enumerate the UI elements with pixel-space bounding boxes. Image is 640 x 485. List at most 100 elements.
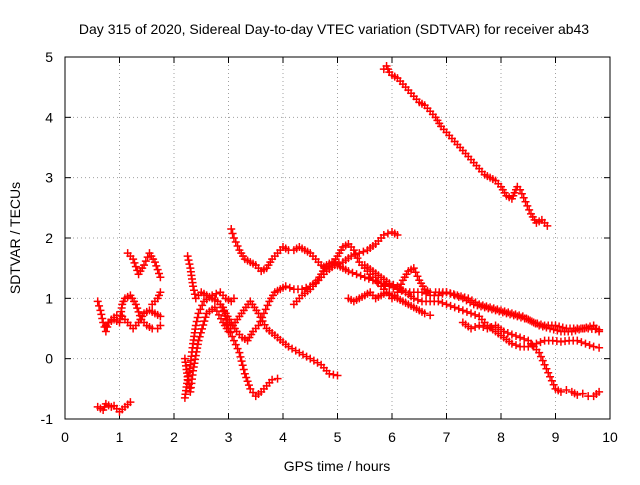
data-point <box>540 360 549 369</box>
data-point <box>595 343 604 352</box>
x-tick-label: 8 <box>497 429 505 445</box>
data-point <box>464 294 473 303</box>
data-point <box>333 371 342 380</box>
data-point <box>516 333 525 342</box>
data-point <box>98 314 107 323</box>
data-point <box>291 346 300 355</box>
data-point <box>302 352 311 361</box>
data-point <box>281 282 290 291</box>
data-point <box>553 326 562 335</box>
data-point <box>131 300 140 309</box>
data-point <box>507 309 516 318</box>
data-point <box>373 277 382 286</box>
data-point <box>212 289 221 298</box>
data-point <box>192 317 201 326</box>
x-axis-label: GPS time / hours <box>284 458 391 474</box>
x-tick-label: 3 <box>225 429 233 445</box>
data-point <box>544 368 553 377</box>
data-point <box>329 370 338 379</box>
data-point <box>199 321 208 330</box>
data-point <box>150 258 159 267</box>
data-point <box>520 335 529 344</box>
data-point <box>551 321 560 330</box>
data-point <box>420 309 429 318</box>
data-point <box>595 325 604 334</box>
data-point <box>302 283 311 292</box>
data-point <box>538 356 547 365</box>
data-point <box>585 341 594 350</box>
data-point <box>236 352 245 361</box>
data-point <box>133 304 142 313</box>
data-point <box>450 303 459 312</box>
data-point <box>112 311 121 320</box>
data-point <box>263 301 272 310</box>
x-tick-label: 10 <box>602 429 618 445</box>
data-point <box>344 267 353 276</box>
data-point <box>231 340 240 349</box>
data-point <box>549 325 558 334</box>
data-point <box>96 306 105 315</box>
data-point <box>397 280 406 289</box>
data-point <box>511 341 520 350</box>
data-point <box>140 261 149 270</box>
data-point <box>383 229 392 238</box>
data-point <box>467 296 476 305</box>
data-point <box>549 380 558 389</box>
data-point <box>589 342 598 351</box>
series-arc-3 <box>123 249 165 282</box>
data-point <box>242 373 251 382</box>
y-tick-label: 0 <box>45 351 53 367</box>
data-point <box>471 322 480 331</box>
data-point <box>582 323 591 332</box>
data-point <box>493 305 502 314</box>
data-point <box>141 257 150 266</box>
data-point <box>191 321 200 330</box>
data-point <box>525 205 534 214</box>
data-point <box>298 350 307 359</box>
data-point <box>562 386 571 395</box>
series-arc-12 <box>344 264 604 334</box>
data-point <box>356 271 365 280</box>
data-point <box>434 297 443 306</box>
data-point <box>189 286 198 295</box>
y-tick-label: 5 <box>45 49 53 65</box>
data-point <box>126 398 135 407</box>
data-point <box>442 300 451 309</box>
data-point <box>368 276 377 285</box>
data-point <box>497 306 505 315</box>
y-tick-label: 1 <box>45 290 53 306</box>
data-point <box>129 255 138 264</box>
data-point <box>556 387 565 396</box>
data-point <box>516 185 525 194</box>
data-point <box>348 268 357 277</box>
series-arc-9 <box>227 224 435 320</box>
data-point <box>426 311 435 320</box>
data-point <box>535 348 544 357</box>
data-point <box>471 310 480 319</box>
series-arc-8 <box>183 252 282 401</box>
series-arc-15 <box>379 62 552 230</box>
data-point <box>467 309 476 318</box>
data-point <box>93 297 102 306</box>
data-point <box>228 229 237 238</box>
data-point <box>238 361 247 370</box>
data-point <box>446 289 455 298</box>
x-tick-label: 4 <box>279 429 287 445</box>
data-point <box>261 305 270 314</box>
data-point <box>198 324 207 333</box>
data-point <box>152 261 161 270</box>
x-tick-label: 0 <box>61 429 69 445</box>
grid <box>65 57 610 419</box>
data-point <box>227 224 236 233</box>
data-point <box>355 249 364 258</box>
data-point <box>243 377 252 386</box>
data-point <box>482 302 491 311</box>
data-point <box>467 324 476 333</box>
data-point <box>536 338 545 347</box>
data-point <box>233 242 242 251</box>
data-point <box>228 332 237 341</box>
data-point <box>507 330 516 339</box>
data-point <box>521 197 530 206</box>
axis-ticks: 0 1 2 3 4 5 6 7 8 9 10 -1 0 1 2 3 4 5 <box>41 49 618 445</box>
